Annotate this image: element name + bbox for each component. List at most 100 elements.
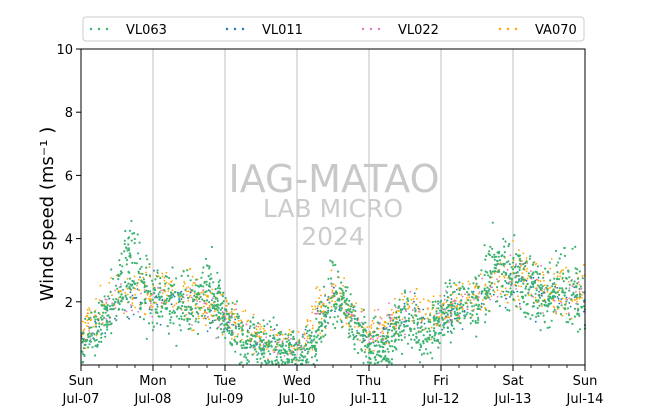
- point-vl063: [275, 348, 278, 351]
- point-vl063: [539, 329, 542, 332]
- point-vl063: [464, 301, 467, 305]
- point-vl063: [288, 349, 291, 352]
- point-vl063: [480, 269, 483, 272]
- point-vl063: [159, 296, 162, 299]
- point-va070: [372, 322, 375, 325]
- point-vl022: [186, 294, 188, 296]
- point-vl063: [90, 334, 93, 337]
- point-vl063: [183, 305, 186, 308]
- point-vl063: [332, 323, 335, 326]
- point-vl063: [388, 328, 391, 331]
- point-vl063: [286, 360, 289, 363]
- point-vl063: [217, 336, 220, 339]
- point-vl063: [97, 329, 100, 332]
- point-vl022: [137, 311, 140, 313]
- point-vl063: [437, 318, 440, 321]
- point-vl063: [216, 299, 219, 302]
- point-vl063: [578, 295, 582, 298]
- point-vl063: [208, 321, 212, 324]
- point-vl022: [568, 297, 571, 300]
- point-vl063: [507, 245, 510, 248]
- point-vl063: [394, 332, 398, 335]
- point-va070: [171, 306, 174, 308]
- point-vl063: [221, 331, 224, 334]
- point-vl022: [519, 305, 521, 308]
- point-va070: [401, 318, 404, 321]
- legend-marker-vl063: [105, 27, 109, 31]
- point-va070: [559, 272, 561, 275]
- point-va070: [423, 328, 426, 331]
- point-vl063: [94, 322, 98, 325]
- point-vl063: [169, 284, 172, 287]
- point-vl063: [403, 289, 406, 292]
- point-va070: [86, 325, 88, 327]
- point-vl063: [450, 320, 453, 323]
- point-vl022: [131, 309, 133, 312]
- point-vl063: [390, 358, 394, 361]
- point-vl063: [570, 279, 573, 282]
- point-vl063: [552, 288, 555, 291]
- point-vl063: [108, 320, 111, 323]
- point-vl063: [342, 293, 345, 297]
- point-vl063: [231, 312, 234, 315]
- point-vl063: [185, 305, 188, 309]
- point-va070: [339, 292, 341, 295]
- x-axis: SunJul-07MonJul-08TueJul-09WedJul-10ThuJ…: [62, 365, 603, 407]
- point-vl063: [182, 293, 185, 296]
- point-vl063: [249, 320, 252, 323]
- point-vl011: [558, 302, 561, 305]
- point-va070: [86, 319, 89, 322]
- point-vl063: [573, 307, 577, 310]
- point-vl063: [128, 252, 131, 255]
- point-vl063: [385, 327, 388, 330]
- point-vl063: [315, 317, 318, 320]
- point-vl011: [515, 284, 517, 287]
- point-vl011: [534, 320, 537, 323]
- legend-marker-vl022: [369, 27, 373, 31]
- point-vl063: [167, 332, 170, 335]
- point-vl063: [408, 334, 411, 337]
- point-vl063: [82, 360, 85, 363]
- point-va070: [126, 278, 129, 280]
- point-vl063: [568, 283, 571, 286]
- point-vl063: [422, 334, 425, 337]
- point-vl063: [518, 262, 522, 265]
- point-vl063: [341, 289, 344, 292]
- point-vl063: [497, 255, 500, 258]
- point-vl063: [349, 335, 352, 338]
- point-va070: [249, 337, 251, 340]
- point-vl022: [386, 314, 388, 317]
- point-vl011: [521, 276, 523, 278]
- point-va070: [311, 311, 314, 314]
- point-vl063: [350, 311, 353, 314]
- point-vl063: [476, 321, 479, 324]
- point-vl063: [172, 322, 175, 325]
- point-vl011: [537, 276, 540, 279]
- point-vl063: [531, 263, 535, 266]
- point-vl011: [560, 298, 563, 300]
- point-vl063: [195, 296, 198, 299]
- point-vl011: [156, 303, 159, 306]
- point-vl063: [375, 353, 379, 356]
- point-vl063: [317, 334, 320, 337]
- point-vl063: [420, 316, 423, 319]
- point-vl063: [324, 315, 328, 318]
- point-vl063: [420, 353, 423, 356]
- point-va070: [552, 305, 555, 308]
- point-vl063: [280, 330, 283, 334]
- point-vl063: [498, 304, 501, 308]
- point-vl063: [230, 329, 234, 332]
- point-vl063: [340, 302, 343, 306]
- point-vl011: [582, 310, 585, 313]
- point-va070: [427, 299, 429, 302]
- point-vl063: [426, 330, 429, 333]
- point-vl063: [151, 298, 154, 301]
- point-vl063: [194, 284, 197, 287]
- point-vl063: [548, 326, 551, 329]
- point-vl063: [532, 271, 535, 274]
- point-vl063: [347, 332, 351, 335]
- point-va070: [581, 275, 584, 277]
- point-vl063: [221, 295, 224, 298]
- point-vl063: [335, 292, 338, 295]
- point-vl063: [286, 353, 289, 356]
